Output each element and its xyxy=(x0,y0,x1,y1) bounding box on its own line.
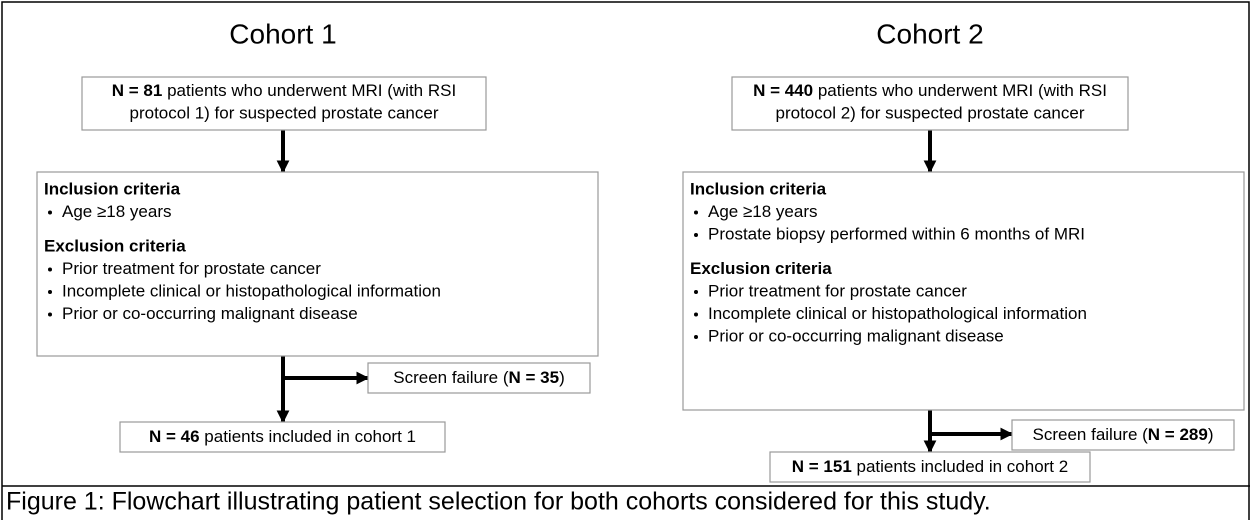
criteria-item: Prior treatment for prostate cancer xyxy=(62,259,321,278)
bullet xyxy=(694,210,698,215)
criteria-item: Prior treatment for prostate cancer xyxy=(708,281,967,300)
source-box xyxy=(81,76,487,131)
criteria-heading: Exclusion criteria xyxy=(690,259,832,278)
final-text: patients included in cohort 2 xyxy=(857,457,1069,476)
criteria-item: Prior or co-occurring malignant disease xyxy=(62,304,358,323)
bullet xyxy=(48,210,52,215)
bullet xyxy=(694,290,698,294)
source-line: protocol 2) for suspected prostate cance… xyxy=(776,103,1085,122)
screen-failure-prefix: Screen failure ( xyxy=(393,368,509,387)
bullet xyxy=(48,290,52,294)
criteria-heading: Inclusion criteria xyxy=(690,179,827,198)
caption: Figure 1: Flowchart illustrating patient… xyxy=(6,488,991,516)
final-box xyxy=(769,451,1091,483)
final-count: N = 46 xyxy=(149,427,200,446)
screen-failure-box xyxy=(1011,419,1235,451)
source-count: N = 440 xyxy=(753,81,813,100)
source-text: patients who underwent MRI (with RSI xyxy=(818,81,1107,100)
criteria-item: Age ≥18 years xyxy=(62,202,172,221)
criteria-item: Age ≥18 years xyxy=(708,202,818,221)
cohort-title: Cohort 1 xyxy=(229,18,336,49)
source-count: N = 81 xyxy=(112,81,163,100)
source-line: protocol 1) for suspected prostate cance… xyxy=(130,103,439,122)
screen-failure-label: Screen failure (N = 35) xyxy=(393,368,565,387)
final-label: N = 151 patients included in cohort 2 xyxy=(792,457,1068,476)
criteria-box xyxy=(682,171,1245,411)
criteria-heading: Inclusion criteria xyxy=(44,179,181,198)
criteria-heading: Exclusion criteria xyxy=(44,236,186,255)
screen-failure-box xyxy=(367,362,591,394)
screen-failure-count: N = 35 xyxy=(509,368,560,387)
criteria-item: Incomplete clinical or histopathological… xyxy=(62,281,441,300)
cohort-title: Cohort 2 xyxy=(876,18,983,49)
criteria-item: Prior or co-occurring malignant disease xyxy=(708,326,1004,345)
screen-failure-suffix: ) xyxy=(1208,425,1214,444)
bullet xyxy=(694,335,698,339)
screen-failure-count: N = 289 xyxy=(1148,425,1208,444)
screen-failure-label: Screen failure (N = 289) xyxy=(1033,425,1214,444)
screen-failure-suffix: ) xyxy=(559,368,565,387)
source-line: N = 440 patients who underwent MRI (with… xyxy=(753,81,1107,100)
final-box xyxy=(119,421,446,453)
criteria-item: Incomplete clinical or histopathological… xyxy=(708,304,1087,323)
source-text: patients who underwent MRI (with RSI xyxy=(167,81,456,100)
bullet xyxy=(694,312,698,317)
final-label: N = 46 patients included in cohort 1 xyxy=(149,427,416,446)
bullet xyxy=(48,312,52,317)
final-count: N = 151 xyxy=(792,457,852,476)
source-line: N = 81 patients who underwent MRI (with … xyxy=(112,81,456,100)
criteria-box xyxy=(36,171,599,357)
source-box xyxy=(731,76,1129,131)
bullet xyxy=(694,233,698,237)
criteria-item: Prostate biopsy performed within 6 month… xyxy=(708,224,1085,243)
bullet xyxy=(48,267,52,272)
final-text: patients included in cohort 1 xyxy=(204,427,416,446)
screen-failure-prefix: Screen failure ( xyxy=(1033,425,1149,444)
